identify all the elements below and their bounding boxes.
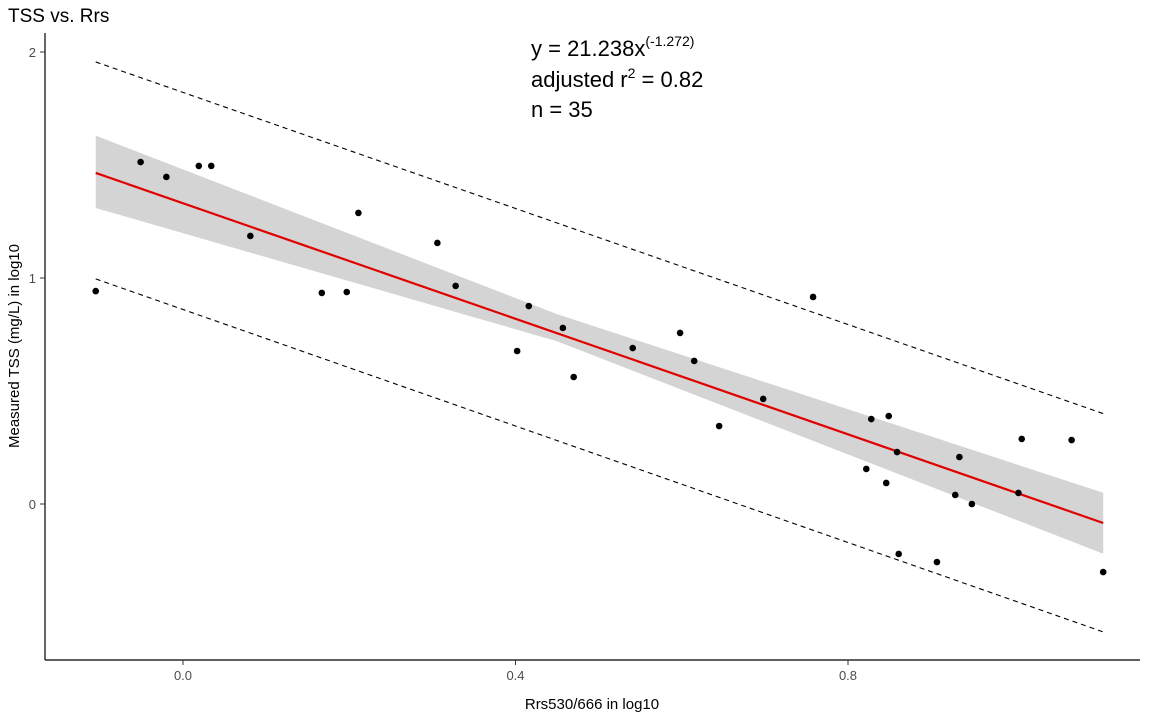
data-point [137,158,144,166]
data-point [759,395,767,403]
data-point [895,550,903,558]
y-tick-label: 2 [29,45,36,60]
data-point [525,302,533,310]
fit-line [95,171,1104,525]
data-point [195,162,203,170]
data-point [968,500,976,508]
data-point [676,329,684,337]
data-point [951,491,959,499]
data-point [1099,568,1107,576]
data-point [92,287,100,295]
data-point [893,448,901,456]
data-point [715,422,723,430]
data-point [1018,435,1026,443]
data-point [318,289,326,297]
n-label: n = 35 [531,97,593,122]
data-point [862,465,870,473]
data-point [1015,489,1022,497]
data-point [163,173,170,181]
data-point [434,239,441,247]
data-point [355,209,362,217]
equation-label: y = 21.238x(-1.272) [531,33,694,61]
upper-prediction-line [95,61,1104,415]
data-point [629,344,637,352]
x-tick-label: 0.0 [174,668,192,683]
y-tick-label: 0 [29,497,36,512]
annotation: y = 21.238x(-1.272) adjusted r2 = 0.82 n… [531,33,703,122]
data-point [690,357,698,365]
data-point [933,558,941,566]
r2-label: adjusted r2 = 0.82 [531,65,703,92]
y-axis-title: Measured TSS (mg/L) in log10 [6,244,23,448]
chart-title: TSS vs. Rrs [8,6,109,27]
data-point [559,324,567,332]
data-point [956,453,963,461]
data-point [1068,436,1075,444]
x-tick-label: 0.8 [839,668,857,683]
data-point [452,282,459,290]
data-point [570,373,577,381]
data-point [885,412,893,420]
data-point [207,162,215,170]
data-point [882,479,890,487]
lower-prediction-line [95,278,1104,633]
y-tick-label: 1 [29,271,36,286]
x-tick-label: 0.4 [506,668,524,683]
confidence-band [95,135,1104,554]
data-point [343,288,351,296]
data-point [247,232,254,240]
data-point [809,293,817,301]
data-point [867,415,875,423]
x-axis-title: Rrs530/666 in log10 [525,696,659,713]
data-point [513,347,521,355]
